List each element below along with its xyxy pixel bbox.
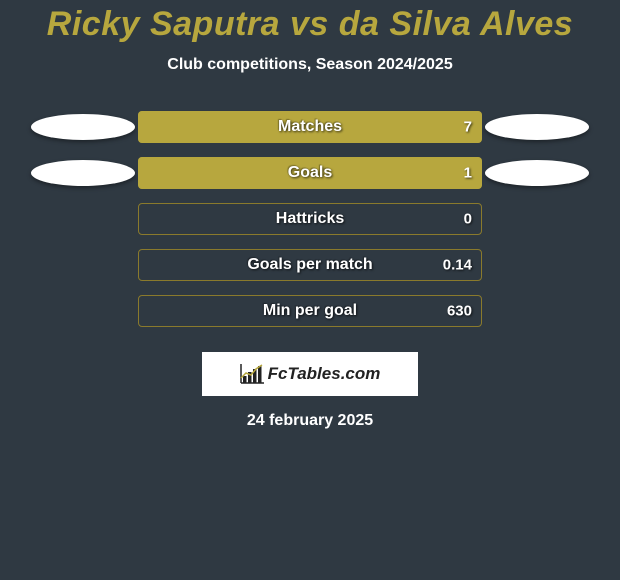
stat-label: Hattricks <box>276 210 344 228</box>
stat-value: 0.14 <box>443 257 472 274</box>
stat-rows: Matches 7 Goals 1 Hattricks 0 Goals per match 0… <box>0 104 620 334</box>
left-slot <box>28 242 138 288</box>
branding-box: FcTables.com <box>202 352 418 396</box>
stat-label: Goals per match <box>247 256 372 274</box>
subtitle: Club competitions, Season 2024/2025 <box>0 56 620 74</box>
player-ellipse-right <box>485 114 589 140</box>
right-slot <box>482 150 592 196</box>
right-slot <box>482 288 592 334</box>
stat-label: Goals <box>288 164 332 182</box>
stat-label: Matches <box>278 118 342 136</box>
stat-value: 0 <box>464 211 472 228</box>
left-slot <box>28 196 138 242</box>
left-slot <box>28 104 138 150</box>
player-ellipse-right <box>485 160 589 186</box>
right-slot <box>482 196 592 242</box>
date-text: 24 february 2025 <box>0 412 620 430</box>
bar-chart-icon <box>240 364 264 384</box>
stat-value: 1 <box>464 165 472 182</box>
player-ellipse-left <box>31 114 135 140</box>
stat-bar: Goals 1 <box>138 157 482 189</box>
stat-bar: Hattricks 0 <box>138 203 482 235</box>
stat-bar: Min per goal 630 <box>138 295 482 327</box>
left-slot <box>28 150 138 196</box>
player-ellipse-left <box>31 160 135 186</box>
stat-row: Min per goal 630 <box>0 288 620 334</box>
stat-bar: Matches 7 <box>138 111 482 143</box>
right-slot <box>482 242 592 288</box>
page-title: Ricky Saputra vs da Silva Alves <box>0 5 620 44</box>
stat-row: Matches 7 <box>0 104 620 150</box>
stat-row: Hattricks 0 <box>0 196 620 242</box>
stat-value: 7 <box>464 119 472 136</box>
stat-bar: Goals per match 0.14 <box>138 249 482 281</box>
right-slot <box>482 104 592 150</box>
stat-row: Goals per match 0.14 <box>0 242 620 288</box>
left-slot <box>28 288 138 334</box>
stat-row: Goals 1 <box>0 150 620 196</box>
stat-value: 630 <box>447 303 472 320</box>
branding-text: FcTables.com <box>268 364 381 384</box>
stat-label: Min per goal <box>263 302 357 320</box>
